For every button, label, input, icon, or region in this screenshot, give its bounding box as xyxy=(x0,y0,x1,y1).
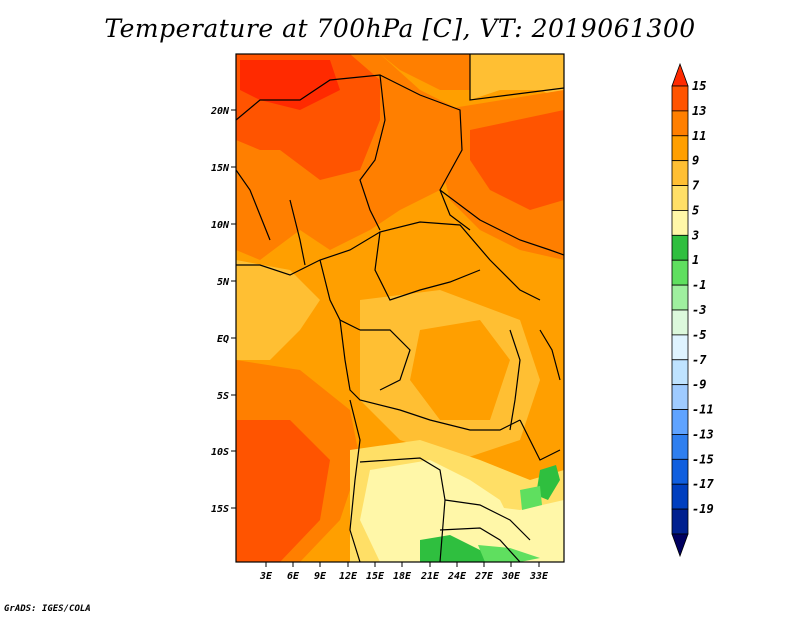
colorbar-swatch xyxy=(671,210,689,236)
colorbar-swatch xyxy=(671,434,689,460)
colorbar-swatch xyxy=(671,458,689,485)
y-tick-label: EQ xyxy=(217,334,229,345)
colorbar-label: 9 xyxy=(692,154,699,168)
map-frame xyxy=(235,53,565,563)
y-tick-label: 20N xyxy=(210,106,230,117)
x-tick-label: 30E xyxy=(501,571,521,582)
colorbar-label: -5 xyxy=(692,328,706,342)
colorbar-label: 1 xyxy=(692,253,699,267)
temperature-field xyxy=(236,54,564,562)
colorbar-bottom-arrow xyxy=(671,533,689,558)
x-tick-label: 3E xyxy=(259,571,273,582)
colorbar-swatch xyxy=(671,483,689,510)
colorbar-label: -11 xyxy=(692,403,714,417)
colorbar-top-arrow xyxy=(671,62,689,87)
colorbar-label: -1 xyxy=(692,278,706,292)
colorbar-label: -7 xyxy=(692,353,707,367)
grads-credit: GrADS: IGES/COLA xyxy=(4,604,91,614)
map-title: Temperature at 700hPa [C], VT: 201906130… xyxy=(104,14,696,43)
colorbar-swatch xyxy=(671,284,689,311)
colorbar-swatch xyxy=(671,334,689,361)
colorbar-label: -17 xyxy=(692,477,714,491)
colorbar-label: -9 xyxy=(692,378,706,392)
colorbar: 15 13 11 9 7 5 3 1 -1 -3 -5 -7 -9 -11 -13 -15 -17 -19 xyxy=(671,62,714,558)
colorbar-swatch xyxy=(671,309,689,336)
y-tick-label: 5N xyxy=(217,277,230,288)
colorbar-label: -3 xyxy=(692,303,706,317)
colorbar-label: 3 xyxy=(691,228,699,242)
y-tick-label: 10N xyxy=(211,220,230,231)
colorbar-swatch xyxy=(671,359,689,386)
colorbar-swatch xyxy=(671,234,689,261)
x-tick-label: 18E xyxy=(393,571,412,582)
y-tick-label: 15S xyxy=(211,504,229,515)
y-axis-ticks: 20N 15N 10N 5N EQ 5S 10S 15S xyxy=(210,106,236,515)
x-tick xyxy=(265,562,540,567)
x-tick-label: 24E xyxy=(447,571,467,582)
colorbar-swatch xyxy=(671,110,689,137)
x-tick-label: 27E xyxy=(474,571,494,582)
colorbar-label: 5 xyxy=(692,203,699,217)
colorbar-label: -15 xyxy=(692,452,714,466)
x-axis-ticks: 3E 6E 9E 12E 15E 18E 21E 24E 27E 30E 33E xyxy=(259,562,549,582)
x-tick-label: 12E xyxy=(339,571,358,582)
x-tick-label: 15E xyxy=(366,571,385,582)
y-tick-label: 15N xyxy=(211,163,230,174)
colorbar-label: 11 xyxy=(692,129,706,143)
colorbar-swatch xyxy=(671,85,689,112)
y-tick-label: 10S xyxy=(211,447,229,458)
colorbar-swatch xyxy=(671,185,689,211)
colorbar-swatch xyxy=(671,409,689,435)
x-tick-label: 33E xyxy=(529,571,549,582)
colorbar-swatch xyxy=(671,160,689,186)
colorbar-swatch xyxy=(671,508,689,535)
x-tick-label: 6E xyxy=(287,571,300,582)
colorbar-label: 13 xyxy=(692,104,706,118)
colorbar-swatch xyxy=(671,384,689,410)
country-borders xyxy=(236,54,564,562)
colorbar-label: -19 xyxy=(692,502,714,516)
x-tick-label: 9E xyxy=(314,571,327,582)
colorbar-label: 15 xyxy=(692,79,706,93)
colorbar-swatch xyxy=(671,259,689,286)
x-tick-label: 21E xyxy=(420,571,440,582)
y-tick-label: 5S xyxy=(217,391,229,402)
colorbar-label: 7 xyxy=(692,179,700,193)
colorbar-label: -13 xyxy=(692,427,714,441)
colorbar-swatch xyxy=(671,135,689,162)
